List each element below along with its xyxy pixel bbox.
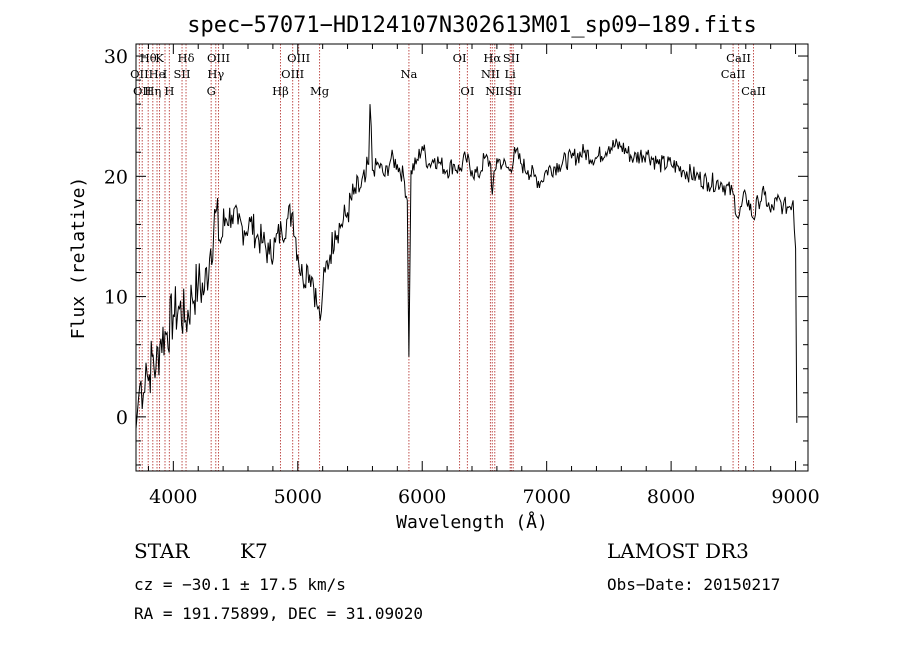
spectral-line-label: Hδ — [178, 51, 195, 65]
spectral-line-label: SII — [505, 84, 522, 98]
y-axis-ticks: 0 10 20 30 — [104, 46, 808, 466]
spectral-line-label: G — [207, 84, 216, 98]
spectral-line-label: SII — [174, 67, 191, 81]
spectral-line-label: H — [164, 84, 174, 98]
y-tick-label: 0 — [116, 407, 128, 429]
y-axis-label: Flux (relative) — [68, 177, 89, 340]
spectral-line-label: CaII — [726, 51, 751, 65]
plot-frame — [135, 43, 809, 472]
redshift-value: cz = −30.1 ± 17.5 km/s — [134, 575, 346, 594]
spectral-line-label: Mg — [310, 84, 330, 98]
spectral-line-label: Li — [505, 67, 517, 81]
spectral-line-label: Hγ — [207, 67, 224, 81]
observation-date: Obs−Date: 20150217 — [607, 575, 780, 594]
spectral-line-markers — [138, 44, 754, 471]
x-tick-label: 7000 — [522, 486, 570, 508]
x-tick-label: 4000 — [149, 486, 197, 508]
spectral-line-label: CaII — [741, 84, 766, 98]
survey-name: LAMOST DR3 — [607, 539, 749, 563]
spectral-line-label: Na — [400, 67, 417, 81]
spectral-line-label: Hβ — [272, 84, 289, 98]
spectral-line-label: OI — [460, 84, 474, 98]
y-tick-label: 30 — [104, 46, 128, 68]
spectral-line-label: K — [155, 51, 164, 65]
spectral-line-label: OII — [133, 84, 152, 98]
spectral-line-label: Hη — [144, 84, 161, 98]
spectral-line-label: OII — [130, 67, 149, 81]
x-axis-ticks: 4000 5000 6000 7000 8000 9000 — [147, 44, 820, 508]
spectral-line-label: NII — [481, 67, 500, 81]
flux-series-line — [135, 104, 798, 429]
spectral-line-label: OIII — [207, 51, 230, 65]
spectral-line-labels: OIIOIIHθHηHeKIHSIIHδGHγOIIIHβOIIIOIIIMgN… — [130, 51, 766, 98]
y-tick-label: 20 — [104, 166, 128, 188]
spectral-line-label: OI — [453, 51, 467, 65]
spectral-line-label: He — [149, 67, 166, 81]
spectral-line-label: Hθ — [140, 51, 157, 65]
spectral-subclass: K7 — [240, 539, 268, 563]
y-tick-label: 10 — [104, 287, 128, 309]
spectral-line-label: CaII — [721, 67, 746, 81]
sky-coordinates: RA = 191.75899, DEC = 31.09020 — [134, 604, 423, 623]
x-tick-label: 5000 — [274, 486, 322, 508]
spectral-line-label: SII — [503, 51, 520, 65]
x-tick-label: 6000 — [398, 486, 446, 508]
chart-title: spec−57071−HD124107N302613M01_sp09−189.f… — [187, 13, 757, 38]
spectral-line-label: OIII — [281, 67, 304, 81]
spectral-line-label: NII — [485, 84, 504, 98]
x-axis-label: Wavelength (Å) — [396, 511, 548, 533]
x-tick-label: 8000 — [647, 486, 695, 508]
spectral-line-label: Hα — [483, 51, 501, 65]
object-class: STAR — [134, 539, 190, 563]
x-tick-label: 9000 — [771, 486, 819, 508]
spectral-line-label: I — [163, 67, 168, 81]
spectral-line-label: OIII — [287, 51, 310, 65]
